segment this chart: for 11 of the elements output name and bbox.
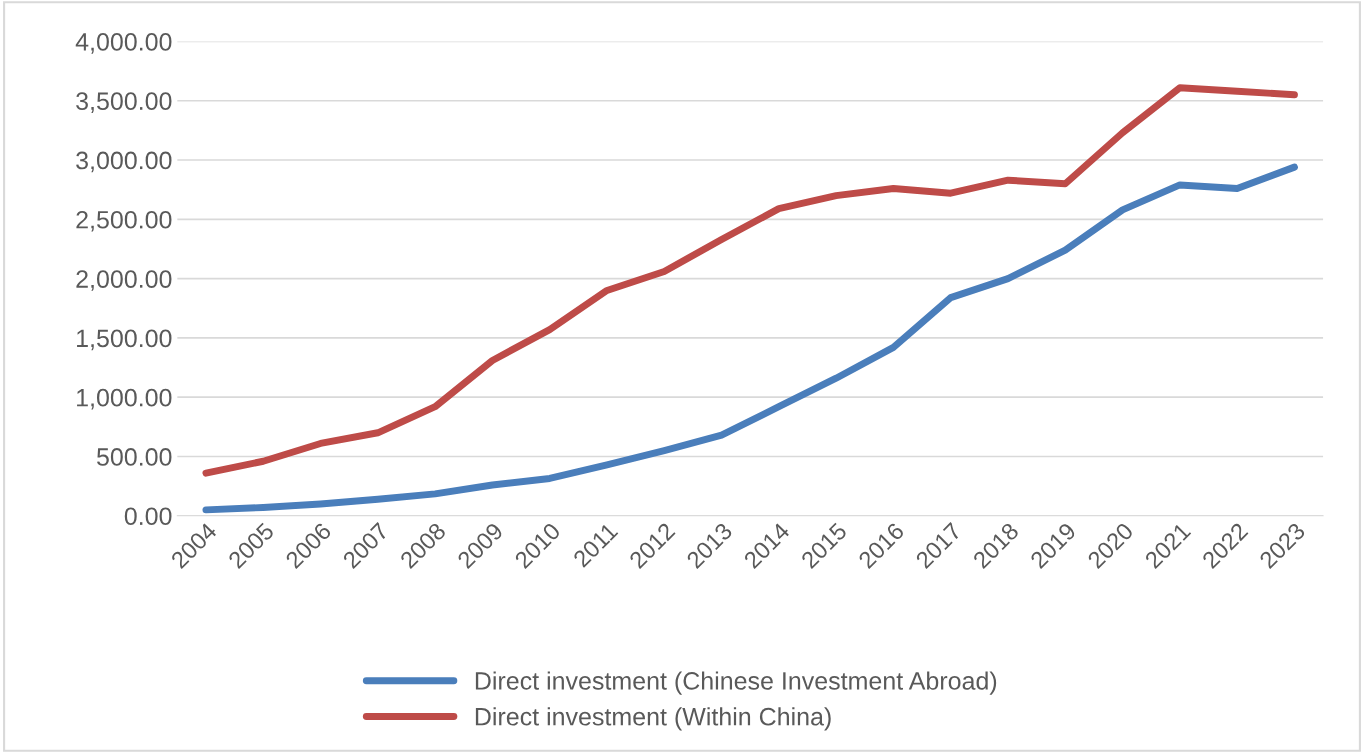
- y-tick-label: 1,000.00: [77, 388, 172, 410]
- y-tick-label: 500.00: [97, 448, 172, 466]
- legend-label: Direct investment (Within China): [475, 707, 831, 731]
- legend-label: Direct investment (Chinese Investment Abroad): [475, 671, 997, 695]
- y-tick-label: 0.00: [124, 507, 172, 526]
- y-tick-label: 1,500.00: [77, 329, 172, 351]
- y-tick-label: 2,000.00: [76, 270, 172, 291]
- y-tick-label: 3,000.00: [76, 151, 172, 173]
- y-tick-label: 3,500.00: [76, 92, 172, 113]
- y-tick-label: 4,000.00: [75, 33, 172, 54]
- y-tick-label: 2,500.00: [76, 210, 172, 232]
